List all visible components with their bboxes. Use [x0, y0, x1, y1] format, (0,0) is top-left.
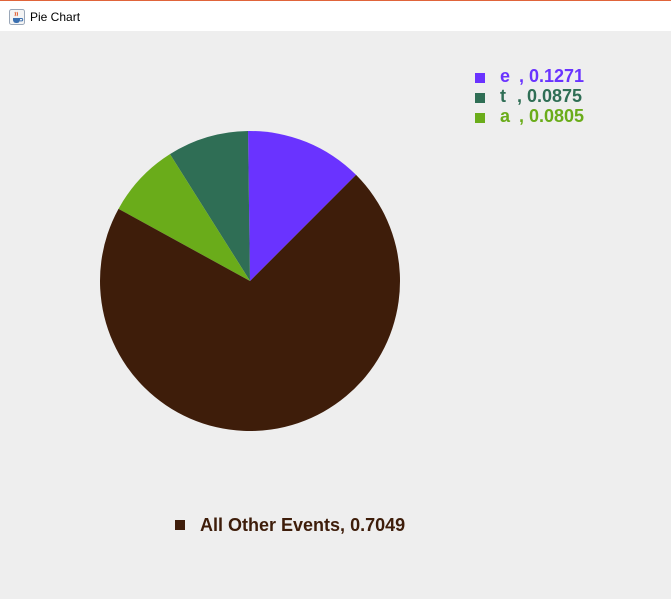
- legend-value-number: 0.0805: [529, 106, 585, 126]
- legend-label: t: [500, 86, 506, 106]
- window-title: Pie Chart: [30, 10, 81, 24]
- legend-swatch: [475, 113, 485, 123]
- chart-area: e , 0.1271 t , 0.0875 a , 0.0805 All Oth…: [0, 31, 671, 599]
- pie-slice-all-other-events: [100, 174, 401, 431]
- legend-value-number: 0.0875: [527, 86, 583, 106]
- java-cup-icon: [9, 9, 25, 25]
- legend-swatch: [475, 93, 485, 103]
- legend-value-number: 0.1271: [529, 66, 585, 86]
- pie-chart: [100, 130, 401, 431]
- legend-value: , 0.0805: [519, 106, 585, 126]
- pie-slice-e: [248, 130, 357, 281]
- legend-label-text: All Other Events: [200, 515, 341, 535]
- legend-label: All Other Events, 0.7049: [200, 515, 406, 535]
- pie-slice-t: [169, 131, 250, 281]
- legend-value-number: 0.7049: [350, 515, 406, 535]
- window-title-bar: Pie Chart: [0, 0, 671, 31]
- legend-swatch: [475, 73, 485, 83]
- legend-value: , 0.1271: [519, 66, 585, 86]
- legend-value: , 0.0875: [517, 86, 583, 106]
- legend-swatch: [175, 520, 185, 530]
- legend-label: a: [500, 106, 511, 126]
- pie-slice-a: [118, 154, 250, 281]
- legend-label: e: [500, 66, 511, 86]
